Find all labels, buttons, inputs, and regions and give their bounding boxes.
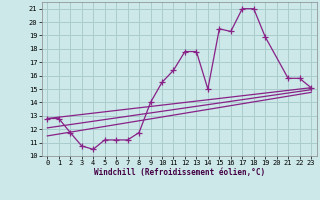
X-axis label: Windchill (Refroidissement éolien,°C): Windchill (Refroidissement éolien,°C) [94,168,265,177]
